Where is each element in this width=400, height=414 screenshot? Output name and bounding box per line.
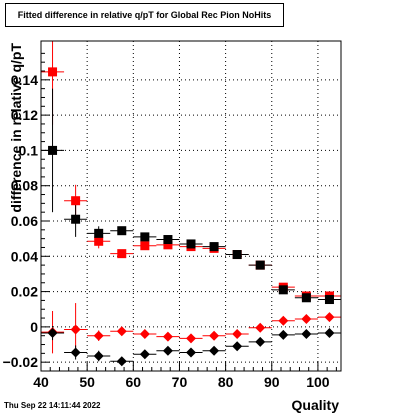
data-point-square [186, 239, 196, 249]
y-tick-label: 0.14 [11, 72, 38, 88]
data-point-square [324, 295, 334, 305]
data-point-square [48, 145, 58, 155]
data-point-square [163, 235, 173, 245]
data-point-diamond [116, 356, 127, 367]
data-point-diamond [209, 345, 220, 356]
data-point-diamond [255, 336, 266, 347]
data-point-diamond [162, 345, 173, 356]
grid-lines [41, 41, 341, 371]
x-tick-label: 70 [172, 374, 188, 390]
data-point-diamond [278, 315, 289, 326]
data-point-square [278, 285, 288, 295]
data-point-square [71, 214, 81, 224]
data-point-diamond [47, 328, 58, 339]
data-point-diamond [186, 347, 196, 358]
y-tick-label: 0.08 [11, 178, 38, 194]
data-point-diamond [278, 329, 289, 340]
data-point-square [140, 232, 150, 242]
axis-ticks [40, 52, 337, 372]
tick-labels: 40 50 60 70 80 90 100 −0.02 0 0.02 0.04 0.06 0.08 0.1… [3, 72, 330, 390]
data-point-diamond [232, 341, 243, 352]
data-point-square [232, 250, 242, 260]
data-point-diamond [324, 312, 335, 323]
y-tick-label: 0.06 [11, 213, 38, 229]
data-point-diamond [232, 328, 243, 339]
x-axis-label: Quality [292, 397, 340, 413]
chart-title: Fitted difference in relative q/pT for G… [17, 10, 272, 20]
data-point-diamond [139, 349, 150, 360]
data-point-square [117, 249, 127, 259]
data-point-square [94, 236, 104, 246]
data-point-square [140, 241, 150, 251]
x-tick-label: 60 [126, 374, 142, 390]
data-point-diamond [162, 331, 173, 342]
data-point-diamond [301, 328, 312, 339]
data-point-diamond [70, 324, 81, 335]
x-tick-label: 40 [33, 374, 49, 390]
data-point-diamond [209, 330, 220, 341]
plot-frame [40, 40, 342, 372]
x-tick-label: 80 [218, 374, 234, 390]
data-point-diamond [324, 328, 335, 339]
y-tick-label: −0.02 [3, 354, 39, 370]
data-point-square [209, 242, 219, 252]
y-tick-label: 0 [30, 319, 38, 335]
y-tick-label: 0.02 [11, 284, 38, 300]
data-point-diamond [255, 322, 266, 333]
chart-title-box: Fitted difference in relative q/pT for G… [5, 3, 284, 27]
data-markers [47, 67, 335, 367]
data-point-diamond [93, 330, 104, 341]
data-point-square [94, 228, 104, 238]
x-tick-label: 100 [306, 374, 330, 390]
data-point-square [163, 240, 173, 250]
x-tick-label: 90 [264, 374, 280, 390]
data-point-square [255, 260, 265, 270]
data-point-diamond [139, 328, 150, 339]
data-point-square [48, 67, 58, 77]
y-axis-label: difference in relative q/pT [8, 43, 24, 213]
data-point-square [301, 293, 311, 303]
data-point-diamond [70, 347, 81, 358]
y-tick-label: 0.12 [11, 107, 38, 123]
data-point-diamond [301, 313, 312, 324]
y-tick-label: 0.04 [11, 248, 38, 264]
x-tick-label: 50 [79, 374, 95, 390]
data-point-diamond [186, 333, 196, 344]
y-tick-label: 0.1 [19, 142, 39, 158]
data-point-square [71, 196, 81, 206]
error-bars [41, 41, 341, 365]
data-point-diamond [93, 351, 104, 361]
footer-timestamp: Thu Sep 22 14:11:44 2022 [4, 401, 101, 410]
data-point-square [117, 226, 127, 236]
data-point-diamond [116, 326, 127, 337]
